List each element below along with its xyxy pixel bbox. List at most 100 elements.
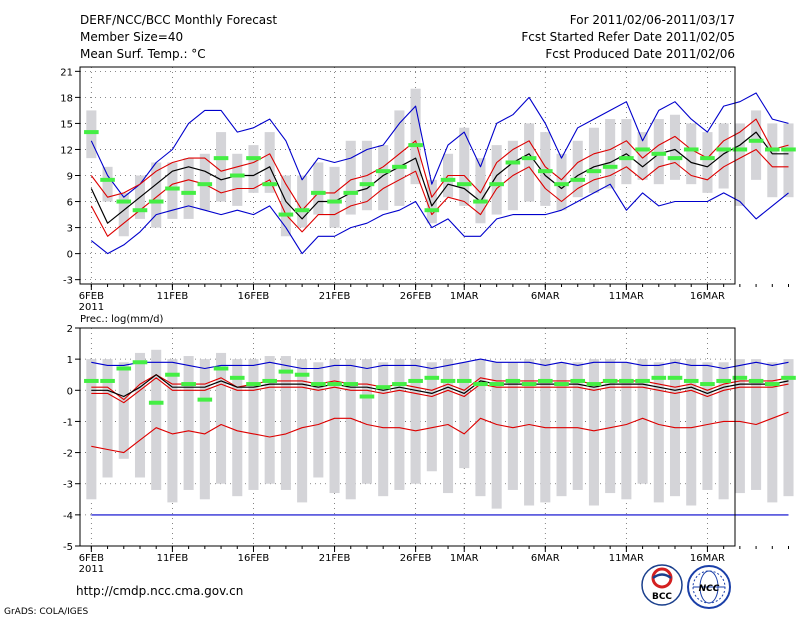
- observed-marker: [197, 397, 213, 402]
- observed-marker: [84, 378, 99, 383]
- bcc-logo-text: BCC: [652, 592, 672, 602]
- ensemble-range-bar: [588, 359, 599, 506]
- max-line: [91, 358, 789, 370]
- member-size: Member Size=40: [80, 30, 183, 44]
- observed-marker: [197, 182, 213, 187]
- ensemble-range-bar: [329, 359, 340, 494]
- observed-marker: [521, 156, 537, 161]
- ensemble-range-bar: [475, 359, 486, 497]
- observed-marker: [278, 212, 294, 217]
- x-tick-label: 16FEB: [238, 553, 270, 564]
- ensemble-range-bar: [410, 88, 421, 185]
- ensemble-range-bar: [297, 175, 308, 228]
- observed-marker: [311, 382, 326, 387]
- ensemble-range-bar: [297, 359, 308, 503]
- ensemble-range-bar: [637, 132, 648, 180]
- y-tick-label: -3: [63, 480, 73, 491]
- ensemble-range-bar: [183, 158, 194, 219]
- ensemble-range-bar: [378, 362, 389, 497]
- observed-marker: [100, 177, 115, 182]
- ensemble-range-bar: [653, 362, 664, 503]
- observed-marker: [262, 182, 277, 187]
- observed-marker: [246, 382, 261, 387]
- observed-marker: [359, 182, 375, 187]
- precip-panel-title: Prec.: log(mm/d): [80, 314, 163, 325]
- observed-marker: [116, 366, 132, 371]
- observed-marker: [84, 130, 99, 135]
- ensemble-range-bar: [118, 192, 129, 237]
- minus-sd-line: [91, 377, 789, 404]
- ensemble-range-bar: [783, 123, 794, 198]
- y-tick-label: 18: [60, 93, 73, 104]
- ensemble-range-bar: [783, 359, 794, 497]
- observed-marker: [408, 143, 423, 148]
- ensemble-range-bar: [378, 145, 389, 211]
- observed-marker: [327, 382, 342, 387]
- observed-marker: [554, 182, 569, 187]
- observed-marker: [473, 382, 488, 387]
- observed-marker: [343, 190, 359, 195]
- observed-marker: [165, 186, 180, 191]
- ensemble-range-bar: [183, 356, 194, 490]
- ensemble-range-bar: [507, 362, 518, 490]
- ensemble-range-bar: [637, 359, 648, 484]
- observed-marker: [716, 147, 731, 152]
- observed-marker: [700, 156, 715, 161]
- ensemble-range-bar: [669, 114, 681, 180]
- ensemble-range-bar: [686, 359, 697, 506]
- x-tick-label: 21FEB: [319, 291, 351, 302]
- ensemble-range-bar: [216, 352, 227, 484]
- ncc-logo: NCC: [687, 565, 731, 609]
- ensemble-range-bar: [718, 123, 729, 189]
- observed-marker: [732, 375, 748, 380]
- ensemble-mean-line: [90, 131, 789, 224]
- source-url[interactable]: http://cmdp.ncc.cma.gov.cn: [76, 584, 243, 598]
- observed-marker: [456, 182, 472, 187]
- plot-frame: [79, 327, 736, 547]
- y-tick-label: -4: [63, 511, 73, 522]
- ensemble-range-bar: [248, 359, 259, 490]
- y-tick-label: 12: [60, 145, 73, 156]
- plus-sd-line: [91, 374, 789, 401]
- ensemble-mean-line: [91, 374, 789, 398]
- x-tick-label: 16FEB: [238, 291, 270, 302]
- observed-marker: [764, 382, 780, 387]
- ensemble-range-bar: [540, 132, 551, 206]
- observed-marker: [375, 169, 391, 174]
- observed-marker: [359, 394, 375, 399]
- observed-marker: [716, 378, 731, 383]
- min-line: [90, 183, 789, 255]
- observed-marker: [683, 378, 699, 383]
- observed-marker: [424, 375, 440, 380]
- observed-marker: [408, 378, 423, 383]
- ensemble-range-bar: [86, 110, 97, 159]
- observed-marker: [635, 378, 650, 383]
- observed-marker: [764, 147, 780, 152]
- observed-marker: [619, 378, 634, 383]
- ensemble-range-bar: [410, 359, 421, 484]
- observed-marker: [683, 147, 699, 152]
- observed-marker: [602, 378, 618, 383]
- ensemble-range-bar: [734, 359, 745, 494]
- x-tick-label: 21FEB: [319, 553, 351, 564]
- fcst-produced-date: Fcst Produced Date 2011/02/06: [545, 47, 735, 61]
- y-tick-label: -1: [63, 417, 73, 428]
- x-tick-label: 11FEB: [157, 553, 189, 564]
- ensemble-range-bar: [216, 132, 227, 202]
- observed-marker: [294, 372, 310, 377]
- observed-marker: [100, 378, 115, 383]
- observed-marker: [505, 378, 521, 383]
- ensemble-range-bar: [345, 359, 356, 500]
- ncc-logo-text: NCC: [699, 584, 720, 594]
- observed-marker: [148, 400, 164, 405]
- observed-marker: [586, 169, 602, 174]
- ensemble-range-bar: [151, 349, 162, 490]
- y-tick-label: 3: [67, 224, 73, 235]
- ensemble-range-bar: [264, 356, 275, 484]
- ensemble-range-bar: [475, 158, 486, 224]
- x-year-label: 2011: [79, 564, 104, 575]
- observed-marker: [781, 147, 796, 152]
- chart-title: DERF/NCC/BCC Monthly Forecast: [80, 13, 277, 27]
- ensemble-range-bar: [443, 359, 454, 494]
